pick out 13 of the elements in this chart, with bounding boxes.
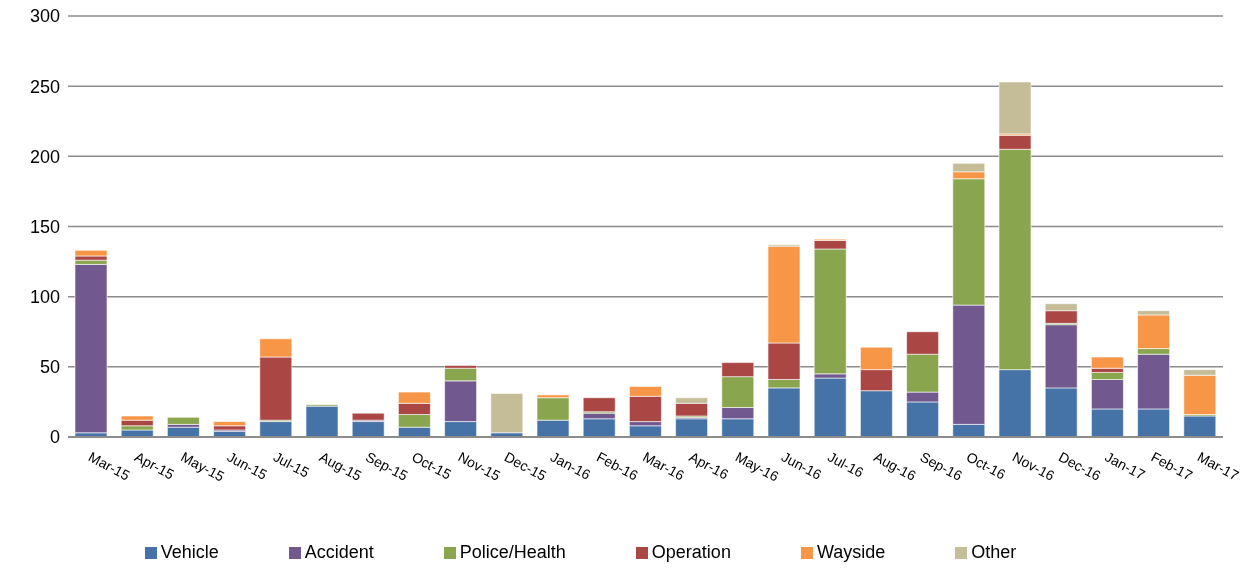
y-tick-label: 250 [29, 76, 60, 97]
y-tick-label: 300 [29, 6, 60, 27]
legend-label: Vehicle [160, 542, 219, 562]
legend-label: Other [971, 542, 1017, 562]
legend-label: Police/Health [459, 542, 566, 562]
y-tick-label: 200 [29, 146, 60, 167]
legend-label: Accident [304, 542, 374, 562]
y-tick-label: 100 [29, 287, 60, 308]
y-tick-label: 50 [39, 357, 60, 378]
legend-label: Wayside [816, 542, 886, 562]
y-tick-label: 150 [29, 216, 60, 237]
legend-label: Operation [651, 542, 731, 562]
y-tick-label: 0 [49, 427, 60, 448]
